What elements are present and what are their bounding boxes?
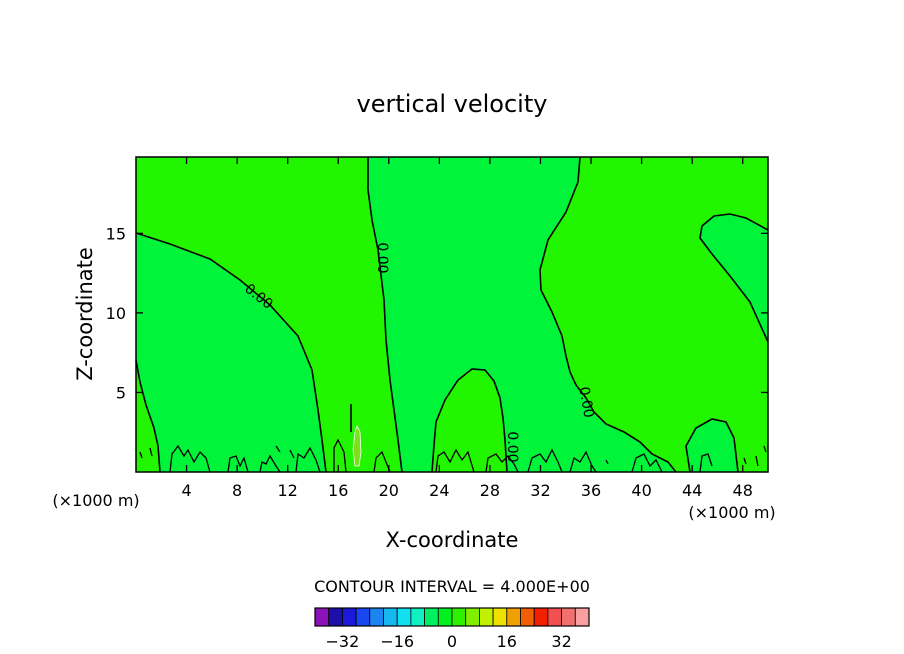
colorbar-swatch bbox=[561, 607, 576, 627]
colorbar-swatch bbox=[574, 607, 590, 627]
colorbar-swatch bbox=[383, 607, 398, 627]
plot-frame bbox=[135, 156, 769, 473]
colorbar-tick-label: 32 bbox=[551, 632, 571, 651]
x-unit-label-left: (×1000 m) bbox=[52, 491, 139, 510]
y-tick-label: 5 bbox=[116, 383, 126, 402]
x-tick-label: 28 bbox=[480, 481, 500, 500]
colorbar-swatch bbox=[424, 607, 439, 627]
x-axis-ticks: 4 8 12 16 20 24 28 32 36 40 44 48 bbox=[181, 157, 753, 500]
plot-area: 0.00 0.00 0.00 0.00 bbox=[135, 156, 769, 473]
colorbar-swatch bbox=[451, 607, 467, 627]
near-zero-region-upper-right bbox=[700, 214, 768, 342]
positive-dome-center bbox=[432, 369, 507, 472]
x-tick-label: 12 bbox=[278, 481, 298, 500]
colorbar-swatch bbox=[492, 607, 508, 627]
contour-label-4: 0.00 bbox=[504, 431, 520, 462]
colorbar-swatch bbox=[547, 607, 563, 627]
x-unit-label-right: (×1000 m) bbox=[688, 503, 775, 522]
x-tick-label: 40 bbox=[631, 481, 651, 500]
x-tick-label: 44 bbox=[682, 481, 702, 500]
contour-label-3: 0.00 bbox=[575, 386, 596, 419]
positive-streak bbox=[352, 424, 362, 467]
colorbar-swatch bbox=[314, 607, 330, 627]
colorbar-tick-label: −16 bbox=[380, 632, 414, 651]
x-tick-label: 36 bbox=[581, 481, 601, 500]
contour-interval-text: CONTOUR INTERVAL = 4.000E+00 bbox=[314, 577, 590, 596]
colorbar-swatch bbox=[396, 607, 412, 627]
surface-eddies bbox=[139, 438, 767, 473]
x-axis-label: X-coordinate bbox=[386, 528, 519, 552]
colorbar-swatch bbox=[341, 607, 357, 627]
zero-contour-lines bbox=[135, 156, 769, 473]
colorbar-tick-label: −32 bbox=[326, 632, 360, 651]
colorbar-frame bbox=[314, 607, 590, 627]
x-tick-label: 48 bbox=[733, 481, 753, 500]
x-tick-label: 8 bbox=[232, 481, 242, 500]
contour-label-2: 0.00 bbox=[374, 242, 390, 273]
colorbar-swatch bbox=[533, 607, 549, 627]
y-tick-label: 15 bbox=[106, 224, 126, 243]
y-axis-ticks: 5 10 15 bbox=[106, 224, 768, 402]
colorbar-tick-labels: −32 −16 0 16 32 bbox=[326, 632, 572, 651]
x-tick-label: 20 bbox=[379, 481, 399, 500]
colorbar-swatch bbox=[410, 607, 425, 627]
y-tick-label: 10 bbox=[106, 304, 126, 323]
x-tick-label: 24 bbox=[429, 481, 449, 500]
near-zero-region-top bbox=[368, 157, 676, 472]
colorbar-swatch bbox=[355, 607, 371, 627]
colorbar-swatch bbox=[437, 607, 453, 627]
x-tick-label: 4 bbox=[181, 481, 191, 500]
colorbar-swatch bbox=[478, 607, 494, 627]
positive-hill-lower-left bbox=[136, 360, 160, 472]
colorbar-tick-label: 16 bbox=[497, 632, 517, 651]
colorbar-swatch bbox=[465, 607, 480, 627]
x-tick-label: 16 bbox=[328, 481, 348, 500]
colorbar-tick-label: 0 bbox=[447, 632, 457, 651]
colorbar-swatch bbox=[506, 607, 521, 627]
y-axis-label: Z-coordinate bbox=[73, 247, 97, 381]
colorbar-swatch bbox=[328, 607, 343, 627]
colorbar bbox=[314, 607, 590, 627]
colorbar-swatch bbox=[520, 607, 535, 627]
near-zero-region-left bbox=[136, 233, 326, 472]
x-tick-label: 32 bbox=[530, 481, 550, 500]
colorbar-swatch bbox=[369, 607, 384, 627]
chart-title: vertical velocity bbox=[357, 90, 548, 118]
near-zero-region-lower-right bbox=[686, 419, 738, 472]
